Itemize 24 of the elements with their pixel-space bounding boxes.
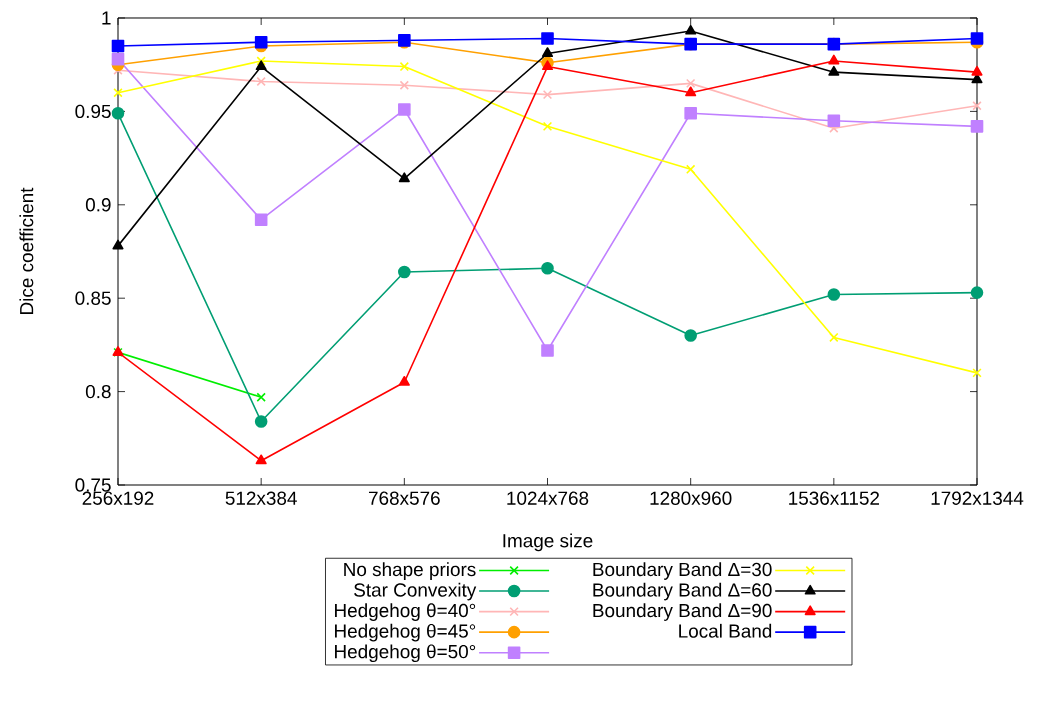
legend-label: No shape priors <box>344 562 476 580</box>
x-tick-label: 1792x1344 <box>931 491 1024 505</box>
x-tick-label: 1536x1152 <box>789 491 880 505</box>
x-tick-label: 1024x768 <box>507 491 589 505</box>
x-tick-label: 256x192 <box>82 491 154 505</box>
y-axis-title: Dice coefficient <box>19 187 34 314</box>
legend-label: Hedgehog θ=45° <box>335 623 476 642</box>
legend-label: Boundary Band Δ=30 <box>593 562 772 580</box>
y-tick-label: 0.85 <box>75 291 111 305</box>
legend-label: Hedgehog θ=40° <box>335 603 476 621</box>
legend-label: Star Convexity <box>354 582 477 601</box>
legend-label: Boundary Band Δ=90 <box>593 603 772 621</box>
y-tick-label: 0.75 <box>75 478 111 492</box>
x-tick-label: 1280x960 <box>650 491 732 505</box>
y-tick-label: 0.9 <box>85 198 111 212</box>
legend-label: Boundary Band Δ=60 <box>593 582 772 601</box>
y-tick-label: 0.95 <box>75 104 111 119</box>
x-tick-label: 768x576 <box>368 491 440 505</box>
legend-label: Hedgehog θ=50° <box>335 644 476 663</box>
x-tick-label: 512x384 <box>225 491 297 505</box>
x-axis-title: Image size <box>503 533 593 552</box>
y-tick-label: 0.8 <box>85 384 111 399</box>
legend-label: Local Band <box>679 623 772 638</box>
y-tick-label: 1 <box>102 11 111 25</box>
